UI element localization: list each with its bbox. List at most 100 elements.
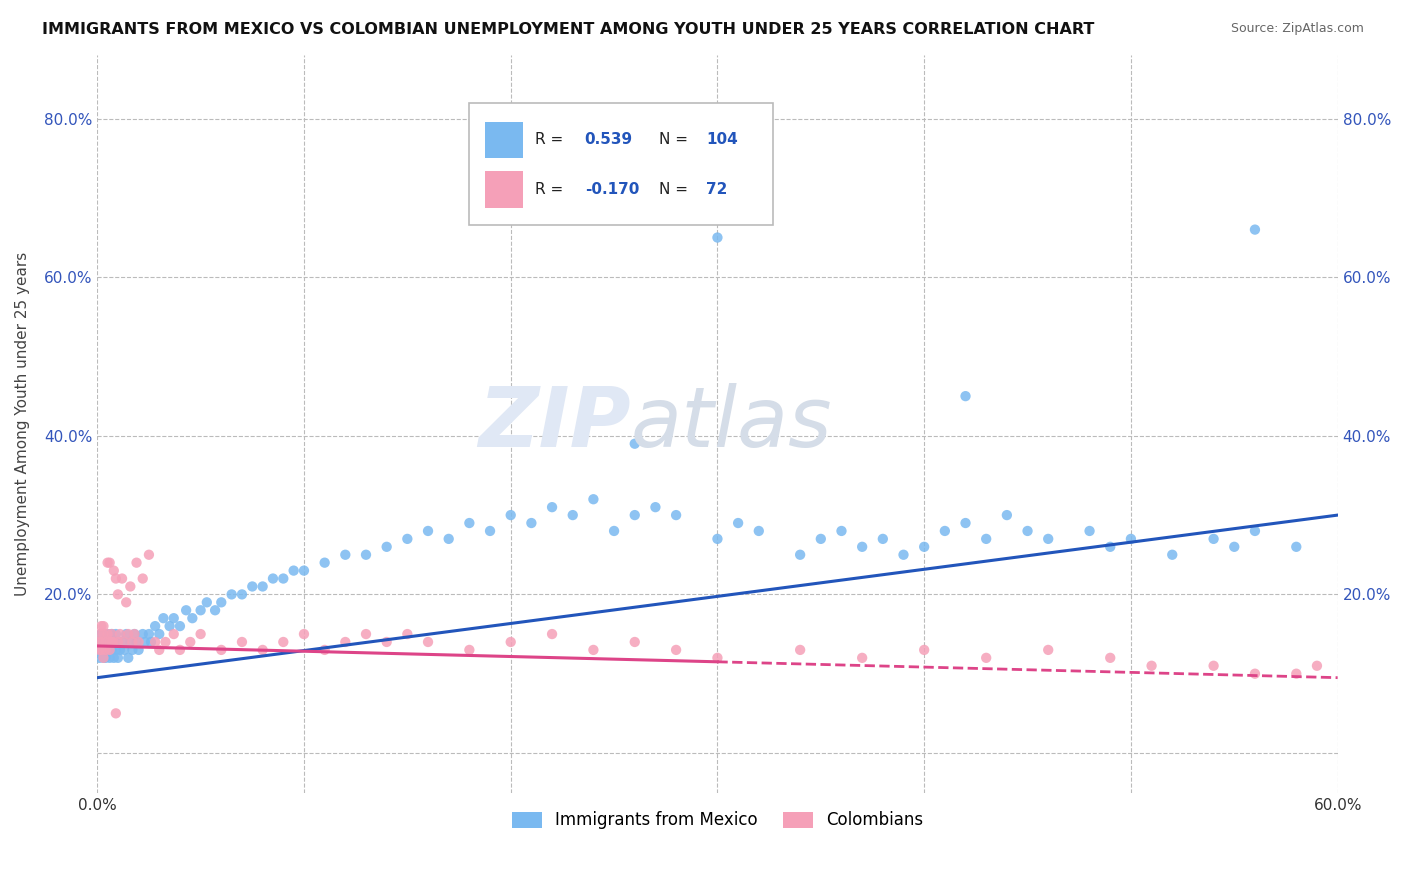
Point [174, 603, 197, 617]
Point [292, 627, 315, 641]
Point [1244, 666, 1267, 681]
Point [90, 635, 112, 649]
Point [520, 516, 543, 530]
Point [128, 643, 150, 657]
Point [104, 706, 127, 721]
Point [1119, 532, 1142, 546]
Point [132, 572, 155, 586]
Point [121, 643, 143, 657]
Point [104, 627, 127, 641]
Point [335, 635, 357, 649]
Point [103, 635, 125, 649]
Point [748, 524, 770, 538]
Point [727, 516, 749, 530]
Point [121, 635, 143, 649]
Point [93, 650, 115, 665]
Point [541, 627, 564, 641]
Point [582, 643, 605, 657]
Point [103, 564, 125, 578]
Point [111, 572, 134, 586]
Point [97, 643, 120, 657]
Point [955, 516, 977, 530]
Bar [485, 121, 523, 159]
Point [89, 635, 111, 649]
Point [209, 595, 232, 609]
Point [100, 635, 122, 649]
Point [934, 524, 956, 538]
Point [252, 579, 274, 593]
Text: N =: N = [659, 132, 688, 147]
Point [139, 635, 162, 649]
Point [271, 572, 294, 586]
Point [479, 524, 502, 538]
Point [90, 619, 112, 633]
Point [1078, 524, 1101, 538]
Text: IMMIGRANTS FROM MEXICO VS COLOMBIAN UNEMPLOYMENT AMONG YOUTH UNDER 25 YEARS CORR: IMMIGRANTS FROM MEXICO VS COLOMBIAN UNEM… [42, 22, 1094, 37]
Point [665, 508, 688, 522]
Point [98, 635, 121, 649]
Point [872, 532, 894, 546]
Point [789, 548, 811, 562]
Point [104, 643, 127, 657]
Point [314, 643, 336, 657]
Point [181, 611, 204, 625]
Point [1017, 524, 1039, 538]
Point [789, 643, 811, 657]
Point [98, 635, 121, 649]
Point [111, 635, 134, 649]
Point [98, 556, 121, 570]
Text: 72: 72 [706, 182, 728, 197]
Point [603, 524, 626, 538]
Point [148, 643, 170, 657]
Point [90, 627, 112, 641]
Point [416, 524, 439, 538]
Point [1099, 650, 1122, 665]
Point [240, 579, 263, 593]
Point [98, 643, 121, 657]
Point [169, 643, 191, 657]
Point [107, 635, 129, 649]
Point [623, 508, 645, 522]
Point [143, 635, 166, 649]
Point [830, 524, 852, 538]
Point [138, 548, 160, 562]
Point [107, 635, 129, 649]
Point [94, 635, 117, 649]
Point [103, 635, 125, 649]
Point [117, 650, 139, 665]
Point [1038, 532, 1060, 546]
Point [437, 532, 460, 546]
Point [93, 643, 115, 657]
Point [706, 230, 728, 244]
Point [124, 627, 146, 641]
Point [108, 627, 131, 641]
Point [120, 579, 142, 593]
Point [125, 635, 148, 649]
Point [124, 627, 146, 641]
Point [159, 619, 181, 633]
Point [396, 532, 419, 546]
Text: atlas: atlas [631, 384, 832, 465]
Point [644, 500, 666, 515]
Point [97, 627, 120, 641]
Point [1202, 658, 1225, 673]
Point [100, 627, 122, 641]
Point [623, 436, 645, 450]
Point [107, 587, 129, 601]
Point [375, 635, 398, 649]
Point [128, 635, 150, 649]
Point [1161, 548, 1184, 562]
Point [1244, 222, 1267, 236]
Point [169, 619, 191, 633]
Point [283, 564, 305, 578]
Point [912, 643, 935, 657]
Point [100, 627, 122, 641]
Point [94, 635, 117, 649]
Point [155, 635, 177, 649]
Point [93, 627, 115, 641]
Point [108, 643, 131, 657]
Point [163, 611, 186, 625]
Point [665, 643, 688, 657]
Point [120, 635, 142, 649]
Point [706, 532, 728, 546]
